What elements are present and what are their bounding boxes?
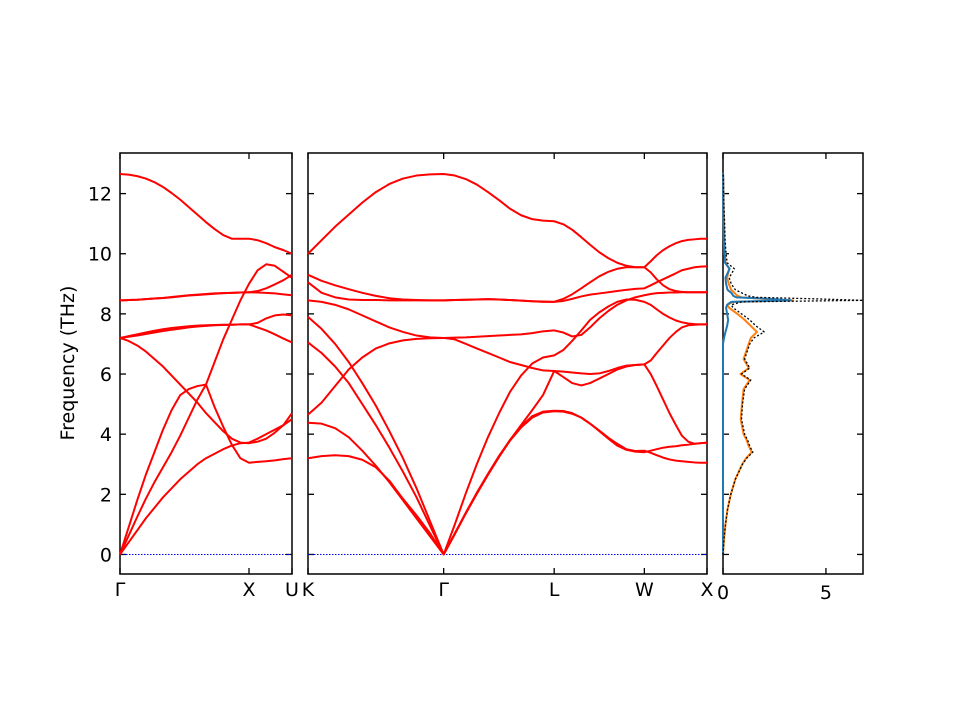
band-1-8	[307, 173, 707, 269]
y-axis-label: Frequency (THz)	[57, 286, 79, 441]
band-0-8	[119, 173, 293, 255]
y-tick-label-2: 4	[100, 424, 112, 446]
band-0-5	[119, 323, 293, 344]
band-1-2	[307, 298, 707, 556]
band-panel-0-frame	[119, 152, 293, 575]
band-0-0	[119, 418, 293, 556]
y-tick-label-3: 6	[100, 364, 112, 386]
dos-xtick-label-1: 5	[820, 582, 832, 604]
band-1-0	[307, 409, 708, 556]
dos-total	[722, 172, 864, 555]
band-0-7	[119, 273, 293, 302]
band-panel-gamma-x-u: 0 2 4 6 8 10 12 Γ X U	[88, 152, 299, 601]
band-1-7	[307, 265, 708, 303]
band-1-5	[307, 291, 707, 339]
band-1-4	[307, 323, 707, 416]
kpoint-label-1-3: W	[635, 579, 654, 601]
kpoint-label-1-4: X	[700, 579, 713, 601]
y-tick-label-6: 12	[88, 184, 112, 206]
kpoint-label-0-2: U	[285, 579, 299, 601]
band-0-2	[119, 263, 293, 555]
dos-panel-frame	[722, 152, 864, 575]
kpoint-label-0-0: Γ	[115, 579, 126, 601]
dos-xtick-label-0: 0	[717, 582, 729, 604]
band-0-1	[119, 383, 293, 555]
band-panel-1-frame	[307, 152, 708, 575]
kpoint-label-1-1: Γ	[438, 579, 449, 601]
kpoint-label-1-2: L	[549, 579, 560, 601]
y-tick-label-5: 10	[88, 244, 112, 266]
dos-partial-blue	[722, 172, 792, 555]
y-tick-label-4: 8	[100, 304, 112, 326]
band-0-3	[119, 336, 293, 445]
dos-partial-orange	[722, 172, 794, 555]
y-tick-label-1: 2	[100, 484, 112, 506]
band-1-3	[307, 316, 708, 556]
kpoint-label-1-0: K	[302, 579, 315, 601]
band-1-1	[307, 410, 707, 556]
kpoint-label-0-1: X	[242, 579, 255, 601]
band-1-6	[307, 266, 707, 303]
y-tick-label-0: 0	[100, 544, 112, 566]
